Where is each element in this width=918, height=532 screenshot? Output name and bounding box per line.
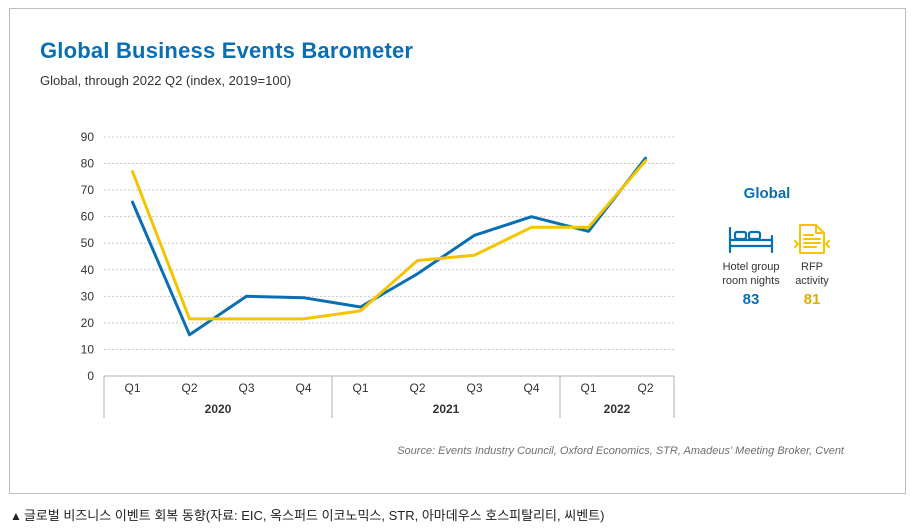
chart-title: Global Business Events Barometer [40, 38, 414, 63]
legend-item-rfp-activity: RFP activity 81 [784, 222, 840, 308]
x-group-label: 2022 [604, 402, 631, 416]
series-line-hotel [131, 156, 647, 337]
caption-marker: ▲ [10, 509, 22, 523]
legend-label-rfp: RFP activity [795, 261, 829, 287]
legend-item-hotel-room-nights: Hotel group room nights 83 [713, 222, 789, 308]
y-tick-label: 0 [87, 369, 94, 383]
x-tick-label: Q2 [181, 381, 197, 395]
x-tick-label: Q4 [295, 381, 311, 395]
legend-value-hotel: 83 [742, 291, 760, 308]
y-tick-label: 20 [81, 316, 95, 330]
x-tick-label: Q1 [580, 381, 596, 395]
y-tick-label: 60 [81, 210, 95, 224]
y-tick-label: 10 [81, 342, 95, 356]
y-tick-label: 90 [81, 130, 95, 144]
legend-value-rfp: 81 [803, 291, 821, 308]
y-tick-label: 30 [81, 289, 95, 303]
image-caption: ▲ 글로벌 비즈니스 이벤트 회복 동향(자료: EIC, 옥스퍼드 이코노믹스,… [10, 505, 604, 524]
x-tick-label: Q2 [409, 381, 425, 395]
x-tick-label: Q4 [523, 381, 539, 395]
x-tick-label: Q2 [637, 381, 653, 395]
document-icon [794, 224, 830, 254]
bed-icon [728, 226, 774, 254]
caption-text: 글로벌 비즈니스 이벤트 회복 동향(자료: EIC, 옥스퍼드 이코노믹스, … [23, 508, 605, 523]
chart-frame [9, 8, 906, 494]
series-line-rfp [131, 159, 647, 321]
x-tick-label: Q3 [466, 381, 482, 395]
chart-subtitle: Global, through 2022 Q2 (index, 2019=100… [40, 73, 292, 88]
x-group-label: 2021 [433, 402, 460, 416]
y-tick-label: 40 [81, 263, 95, 277]
x-tick-label: Q3 [238, 381, 254, 395]
y-tick-label: 80 [81, 157, 95, 171]
y-tick-label: 50 [81, 236, 95, 250]
legend-title: Global [743, 185, 791, 202]
legend-label-hotel: Hotel group room nights [722, 261, 780, 287]
x-tick-label: Q1 [352, 381, 368, 395]
x-group-label: 2020 [205, 402, 232, 416]
y-tick-label: 70 [81, 183, 95, 197]
chart-source: Source: Events Industry Council, Oxford … [397, 445, 844, 457]
x-tick-label: Q1 [124, 381, 140, 395]
